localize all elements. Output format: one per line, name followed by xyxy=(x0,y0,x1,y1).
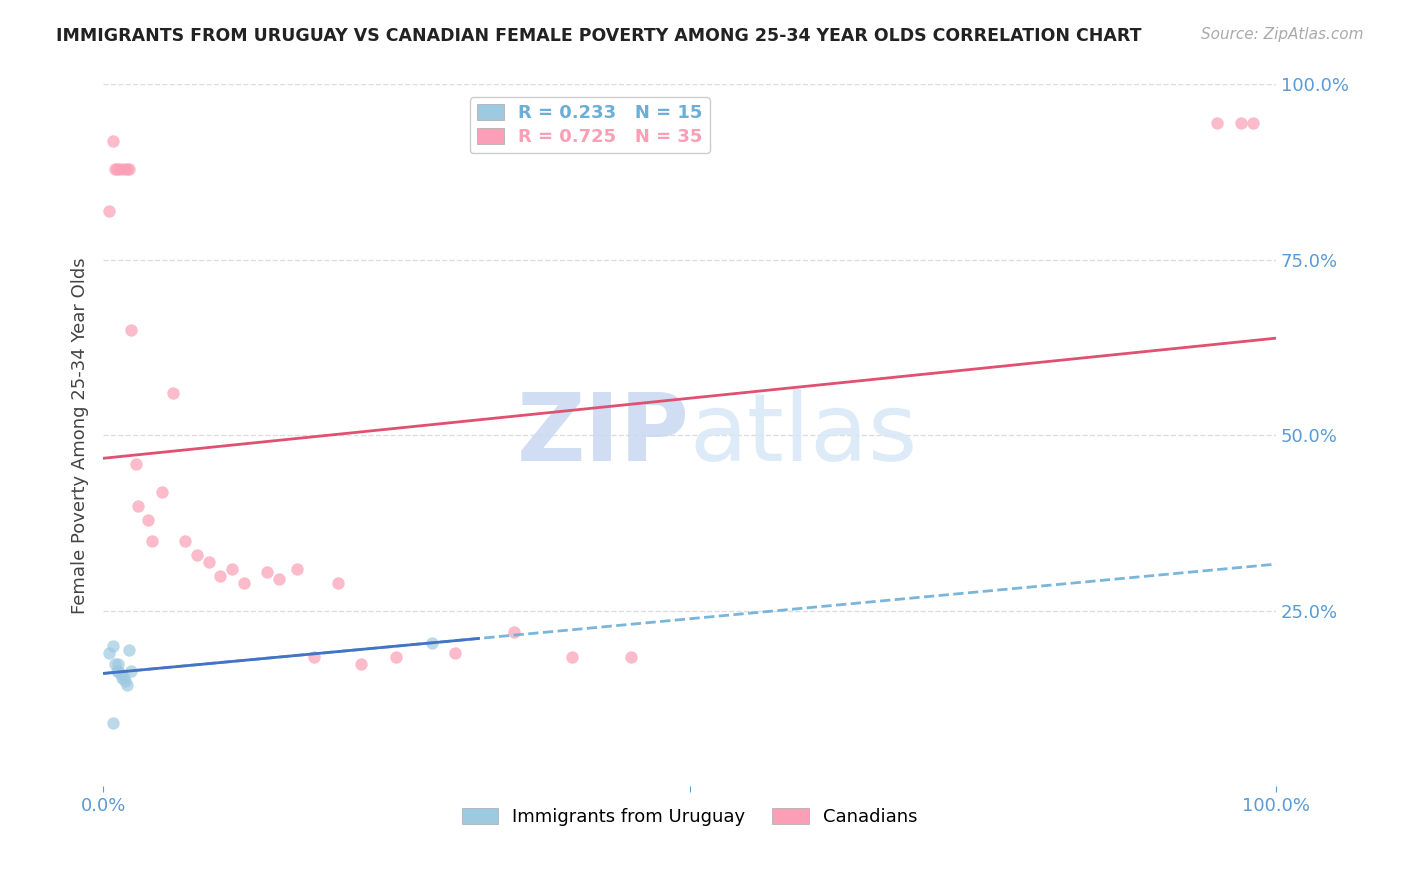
Point xyxy=(120,664,142,678)
Point xyxy=(107,657,129,671)
Point xyxy=(104,161,127,176)
Point xyxy=(1206,116,1229,130)
Point xyxy=(105,664,128,678)
Point xyxy=(115,678,138,692)
Point xyxy=(444,646,467,660)
Y-axis label: Female Poverty Among 25-34 Year Olds: Female Poverty Among 25-34 Year Olds xyxy=(72,257,89,614)
Point xyxy=(232,575,254,590)
Legend: Immigrants from Uruguay, Canadians: Immigrants from Uruguay, Canadians xyxy=(454,801,925,834)
Point xyxy=(110,667,132,681)
Point xyxy=(620,649,643,664)
Point xyxy=(108,161,131,176)
Point xyxy=(112,671,135,685)
Point xyxy=(101,134,124,148)
Point xyxy=(150,484,173,499)
Point xyxy=(221,562,243,576)
Point xyxy=(101,639,124,653)
Point xyxy=(118,642,141,657)
Point xyxy=(502,625,524,640)
Point xyxy=(115,161,138,176)
Point xyxy=(98,646,121,660)
Point xyxy=(107,664,129,678)
Point xyxy=(104,657,127,671)
Point xyxy=(141,533,163,548)
Point xyxy=(174,533,197,548)
Point xyxy=(1241,116,1264,130)
Point xyxy=(561,649,583,664)
Point xyxy=(118,161,141,176)
Point xyxy=(186,548,208,562)
Point xyxy=(302,649,325,664)
Point xyxy=(125,457,148,471)
Point xyxy=(162,386,184,401)
Text: IMMIGRANTS FROM URUGUAY VS CANADIAN FEMALE POVERTY AMONG 25-34 YEAR OLDS CORRELA: IMMIGRANTS FROM URUGUAY VS CANADIAN FEMA… xyxy=(56,27,1142,45)
Point xyxy=(350,657,373,671)
Text: Source: ZipAtlas.com: Source: ZipAtlas.com xyxy=(1201,27,1364,42)
Point xyxy=(197,555,219,569)
Point xyxy=(98,203,121,218)
Text: ZIP: ZIP xyxy=(516,390,689,482)
Point xyxy=(105,161,128,176)
Point xyxy=(114,674,136,689)
Point xyxy=(285,562,308,576)
Point xyxy=(101,716,124,731)
Point xyxy=(420,635,443,649)
Point xyxy=(209,569,232,583)
Point xyxy=(385,649,408,664)
Point xyxy=(1229,116,1251,130)
Point xyxy=(256,566,278,580)
Point xyxy=(136,513,159,527)
Point xyxy=(326,575,349,590)
Point xyxy=(111,671,134,685)
Point xyxy=(120,323,142,337)
Point xyxy=(127,499,149,513)
Point xyxy=(112,161,135,176)
Point xyxy=(267,573,290,587)
Text: atlas: atlas xyxy=(689,390,918,482)
